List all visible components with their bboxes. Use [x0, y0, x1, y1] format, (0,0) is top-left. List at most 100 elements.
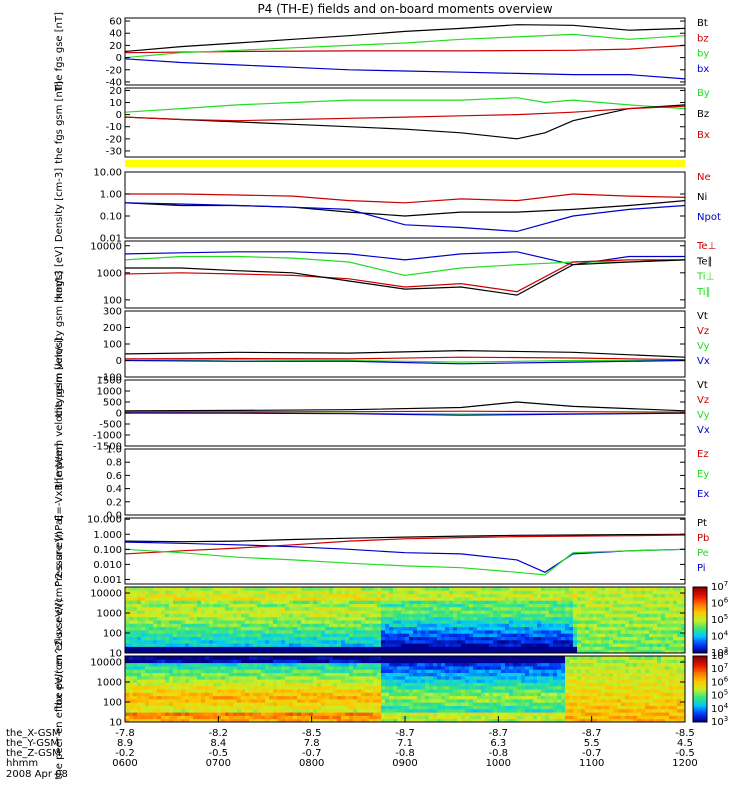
spectrogram-cell — [445, 646, 450, 651]
spectrogram-cell — [533, 613, 538, 618]
spectrogram-cell — [357, 629, 362, 634]
spectrogram-cell — [493, 626, 498, 631]
spectrogram-cell — [561, 610, 566, 614]
spectrogram-cell — [653, 590, 658, 595]
spectrogram-cell — [665, 587, 670, 591]
spectrogram-cell — [125, 695, 130, 700]
spectrogram-cell — [633, 613, 638, 618]
spectrogram-cell — [589, 643, 594, 647]
spectrogram-cell — [405, 712, 410, 716]
spectrogram-cell — [209, 633, 214, 637]
spectrogram-cell — [449, 689, 454, 693]
spectrogram-cell — [361, 610, 366, 614]
spectrogram-cell — [125, 643, 130, 647]
spectrogram-cell — [181, 639, 186, 644]
spectrogram-cell — [317, 590, 322, 595]
spectrogram-cell — [233, 593, 238, 598]
spectrogram-cell — [633, 593, 638, 598]
spectrogram-cell — [177, 692, 182, 697]
spectrogram-cell — [577, 643, 582, 647]
spectrogram-cell — [229, 669, 234, 673]
spectrogram-cell — [669, 620, 674, 624]
spectrogram-cell — [509, 718, 514, 723]
spectrogram-cell — [329, 692, 334, 697]
spectrogram-cell — [253, 689, 258, 693]
spectrogram-cell — [197, 600, 202, 604]
spectrogram-cell — [333, 665, 338, 670]
spectrogram-cell — [481, 623, 486, 628]
spectrogram-cell — [533, 636, 538, 641]
spectrogram-cell — [209, 685, 214, 690]
spectrogram-cell — [369, 718, 374, 723]
spectrogram-cell — [505, 600, 510, 604]
spectrogram-cell — [221, 695, 226, 700]
spectrogram-cell — [341, 672, 346, 677]
spectrogram-cell — [481, 698, 486, 703]
spectrogram-cell — [273, 626, 278, 631]
spectrogram-cell — [133, 613, 138, 618]
spectrogram-cell — [301, 675, 306, 680]
spectrogram-cell — [285, 705, 290, 710]
spectrogram-cell — [185, 649, 190, 654]
spectrogram-cell — [353, 675, 358, 680]
spectrogram-cell — [381, 636, 386, 641]
spectrogram-cell — [313, 610, 318, 614]
spectrogram-cell — [473, 669, 478, 673]
spectrogram-cell — [169, 613, 174, 618]
spectrogram-cell — [209, 675, 214, 680]
spectrogram-cell — [389, 662, 394, 667]
spectrogram-cell — [449, 590, 454, 595]
spectrogram-cell — [637, 606, 642, 611]
spectrogram-cell — [365, 669, 370, 673]
spectrogram-cell — [517, 629, 522, 634]
spectrogram-cell — [473, 633, 478, 637]
spectrogram-cell — [145, 626, 150, 631]
spectrogram-cell — [433, 623, 438, 628]
spectrogram-cell — [617, 610, 622, 614]
spectrogram-cell — [429, 662, 434, 667]
spectrogram-cell — [333, 656, 338, 660]
spectrogram-cell — [517, 590, 522, 595]
spectrogram-cell — [289, 685, 294, 690]
spectrogram-cell — [149, 702, 154, 706]
spectrogram-cell — [145, 590, 150, 595]
spectrogram-cell — [141, 682, 146, 687]
spectrogram-cell — [457, 689, 462, 693]
series-line-Ti∥ — [124, 255, 686, 277]
spectrogram-cell — [249, 606, 254, 611]
spectrogram-cell — [249, 675, 254, 680]
spectrogram-cell — [129, 643, 134, 647]
spectrogram-cell — [493, 593, 498, 598]
spectrogram-cell — [145, 623, 150, 628]
spectrogram-cell — [281, 643, 286, 647]
spectrogram-cell — [473, 675, 478, 680]
spectrogram-cell — [153, 603, 158, 608]
spectrogram-cell — [305, 629, 310, 634]
legend-entry: Pt — [697, 518, 707, 529]
spectrogram-cell — [249, 708, 254, 713]
spectrogram-cell — [273, 590, 278, 595]
spectrogram-cell — [505, 679, 510, 683]
spectrogram-cell — [581, 616, 586, 621]
spectrogram-cell — [497, 629, 502, 634]
spectrogram-cell — [481, 636, 486, 641]
spectrogram-cell — [641, 613, 646, 618]
spectrogram-cell — [173, 593, 178, 598]
spectrogram-cell — [225, 610, 230, 614]
spectrogram-cell — [341, 646, 346, 651]
spectrogram-cell — [541, 639, 546, 644]
spectrogram-cell — [297, 705, 302, 710]
spectrogram-cell — [497, 702, 502, 706]
spectrogram-cell — [405, 705, 410, 710]
spectrogram-cell — [357, 665, 362, 670]
spectrogram-cell — [205, 616, 210, 621]
spectrogram-cell — [357, 689, 362, 693]
spectrogram-cell — [465, 702, 470, 706]
spectrogram-cell — [461, 616, 466, 621]
spectrogram-cell — [525, 620, 530, 624]
spectrogram-cell — [313, 662, 318, 667]
spectrogram-cell — [585, 639, 590, 644]
spectrogram-cell — [285, 600, 290, 604]
spectrogram-cell — [389, 620, 394, 624]
spectrogram-cell — [585, 623, 590, 628]
